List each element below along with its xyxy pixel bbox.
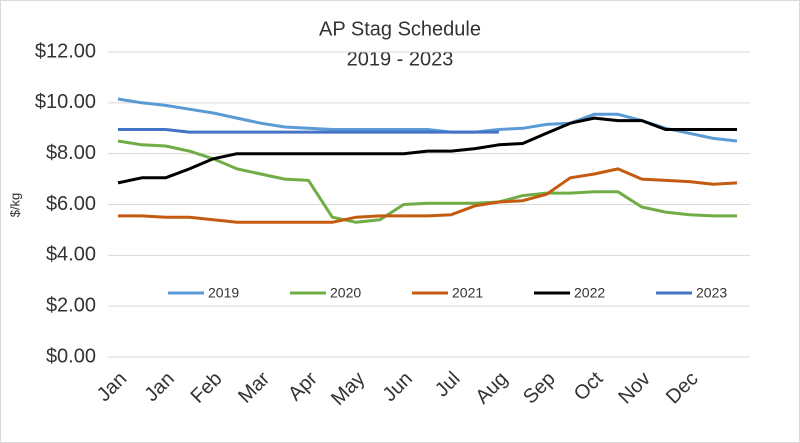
line-series bbox=[118, 128, 499, 134]
line-series bbox=[117, 116, 737, 185]
y-tick-label: $10.00 bbox=[35, 91, 96, 113]
y-axis-label: $/kg bbox=[7, 193, 22, 218]
chart-title: AP Stag Schedule bbox=[319, 18, 481, 40]
y-tick-label: $6.00 bbox=[46, 193, 96, 215]
y-tick-label: $0.00 bbox=[46, 345, 96, 367]
legend-label: 2021 bbox=[452, 285, 483, 301]
legend-label: 2020 bbox=[330, 285, 361, 301]
chart-subtitle: 2019 - 2023 bbox=[347, 48, 454, 70]
line-series bbox=[117, 139, 737, 224]
y-tick-label: $2.00 bbox=[46, 294, 96, 316]
line-series bbox=[118, 167, 738, 224]
legend-label: 2022 bbox=[574, 285, 605, 301]
line-series bbox=[117, 97, 738, 143]
y-tick-label: $8.00 bbox=[46, 142, 96, 164]
y-tick-label: $4.00 bbox=[46, 244, 96, 266]
y-tick-label: $12.00 bbox=[35, 40, 96, 62]
legend-label: 2019 bbox=[208, 285, 239, 301]
legend-label: 2023 bbox=[696, 285, 727, 301]
